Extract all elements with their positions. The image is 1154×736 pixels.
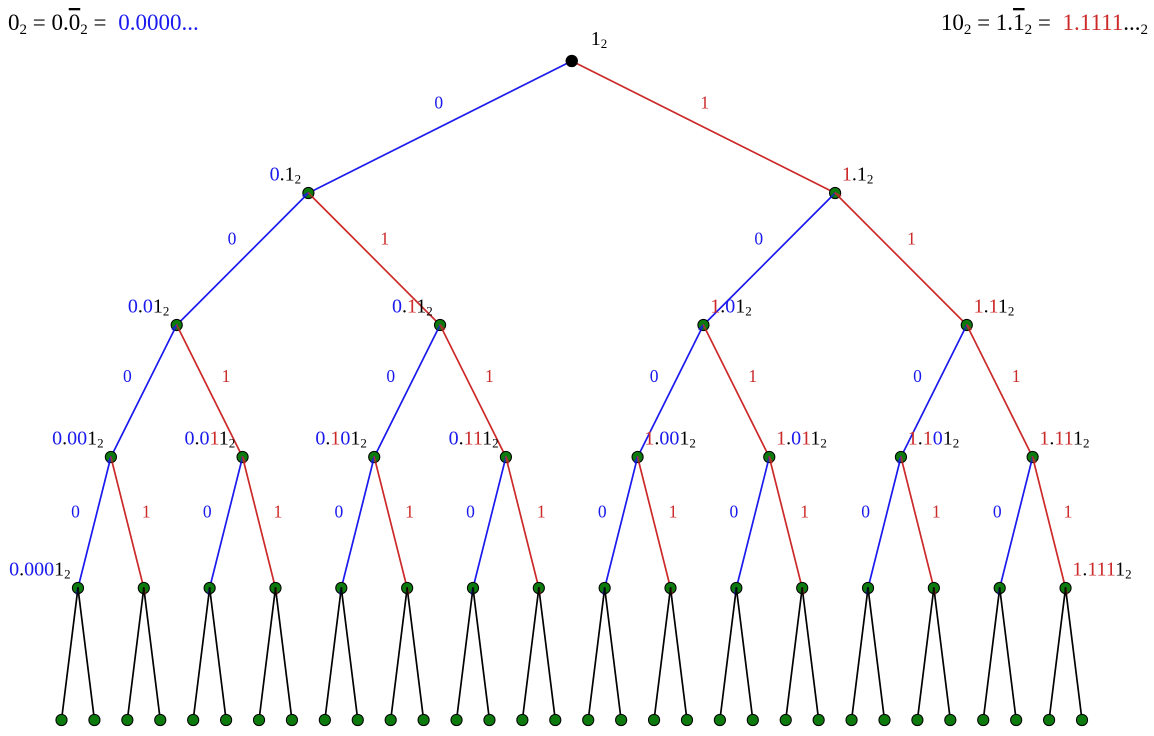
svg-text:0: 0: [434, 93, 443, 113]
svg-text:1: 1: [405, 502, 414, 522]
svg-text:0.0012: 0.0012: [52, 428, 104, 451]
svg-text:1: 1: [380, 229, 389, 249]
svg-text:1: 1: [700, 93, 709, 113]
svg-text:0: 0: [466, 502, 475, 522]
svg-text:0: 0: [993, 502, 1002, 522]
svg-text:1: 1: [274, 502, 283, 522]
svg-text:1.012: 1.012: [710, 296, 752, 319]
svg-text:1: 1: [485, 366, 494, 386]
svg-text:1: 1: [669, 502, 678, 522]
svg-text:1: 1: [748, 366, 757, 386]
svg-text:0.1112: 0.1112: [449, 428, 499, 451]
svg-text:1.1012: 1.1012: [908, 428, 960, 451]
svg-text:1: 1: [800, 502, 809, 522]
svg-text:0: 0: [861, 502, 870, 522]
svg-text:0.012: 0.012: [128, 296, 170, 319]
svg-text:1.1112: 1.1112: [1039, 428, 1089, 451]
svg-text:1.112: 1.112: [974, 296, 1015, 319]
svg-text:0: 0: [228, 229, 237, 249]
svg-text:0: 0: [203, 502, 212, 522]
svg-text:1: 1: [537, 502, 546, 522]
svg-text:1: 1: [1064, 502, 1073, 522]
svg-text:0.12: 0.12: [270, 164, 302, 187]
svg-text:0.0112: 0.0112: [184, 428, 235, 451]
svg-text:0.112: 0.112: [392, 296, 433, 319]
svg-text:0: 0: [123, 366, 132, 386]
svg-text:0: 0: [754, 229, 763, 249]
svg-text:0: 0: [386, 366, 395, 386]
svg-text:1.12: 1.12: [842, 164, 874, 187]
svg-text:0: 0: [71, 502, 80, 522]
svg-text:0: 0: [598, 502, 607, 522]
svg-text:0: 0: [650, 366, 659, 386]
svg-text:1.11112: 1.11112: [1072, 559, 1131, 582]
svg-text:0.1012: 0.1012: [315, 428, 367, 451]
svg-text:1: 1: [932, 502, 941, 522]
svg-text:0: 0: [335, 502, 344, 522]
svg-text:0.00012: 0.00012: [9, 559, 71, 582]
svg-text:1: 1: [907, 229, 916, 249]
svg-text:1.0012: 1.0012: [644, 428, 696, 451]
svg-text:1: 1: [222, 366, 231, 386]
svg-text:0: 0: [730, 502, 739, 522]
svg-text:12: 12: [591, 28, 608, 51]
svg-text:1.0112: 1.0112: [776, 428, 827, 451]
svg-text:1: 1: [1012, 366, 1021, 386]
svg-text:1: 1: [142, 502, 151, 522]
svg-text:0: 0: [913, 366, 922, 386]
